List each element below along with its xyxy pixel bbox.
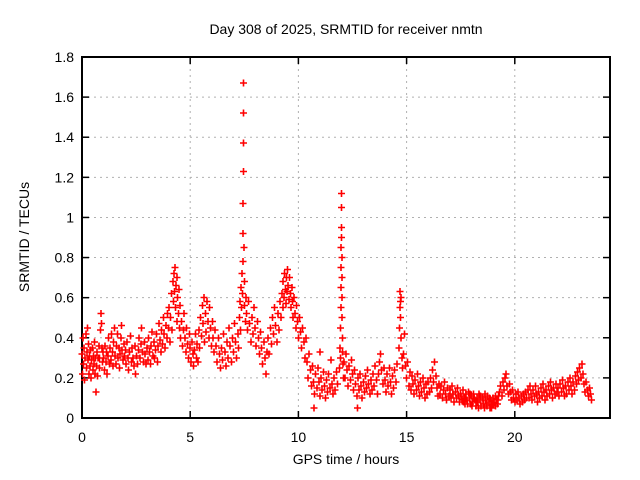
svg-text:0: 0 <box>78 429 86 445</box>
svg-text:20: 20 <box>507 429 523 445</box>
svg-text:0: 0 <box>66 410 74 426</box>
y-axis-label: SRMTID / TECUs <box>16 181 32 293</box>
svg-text:1.6: 1.6 <box>55 89 75 105</box>
svg-text:0.4: 0.4 <box>55 330 75 346</box>
svg-text:0.6: 0.6 <box>55 290 75 306</box>
svg-text:15: 15 <box>399 429 415 445</box>
chart-title: Day 308 of 2025, SRMTID for receiver nmt… <box>209 21 483 37</box>
svg-text:1.8: 1.8 <box>55 49 75 65</box>
svg-text:0.8: 0.8 <box>55 250 75 266</box>
svg-text:1.2: 1.2 <box>55 169 75 185</box>
x-axis-label: GPS time / hours <box>292 451 400 467</box>
svg-text:1.4: 1.4 <box>55 129 75 145</box>
svg-text:5: 5 <box>186 429 194 445</box>
svg-text:1: 1 <box>66 209 74 225</box>
svg-text:10: 10 <box>291 429 307 445</box>
svg-text:0.2: 0.2 <box>55 370 75 386</box>
